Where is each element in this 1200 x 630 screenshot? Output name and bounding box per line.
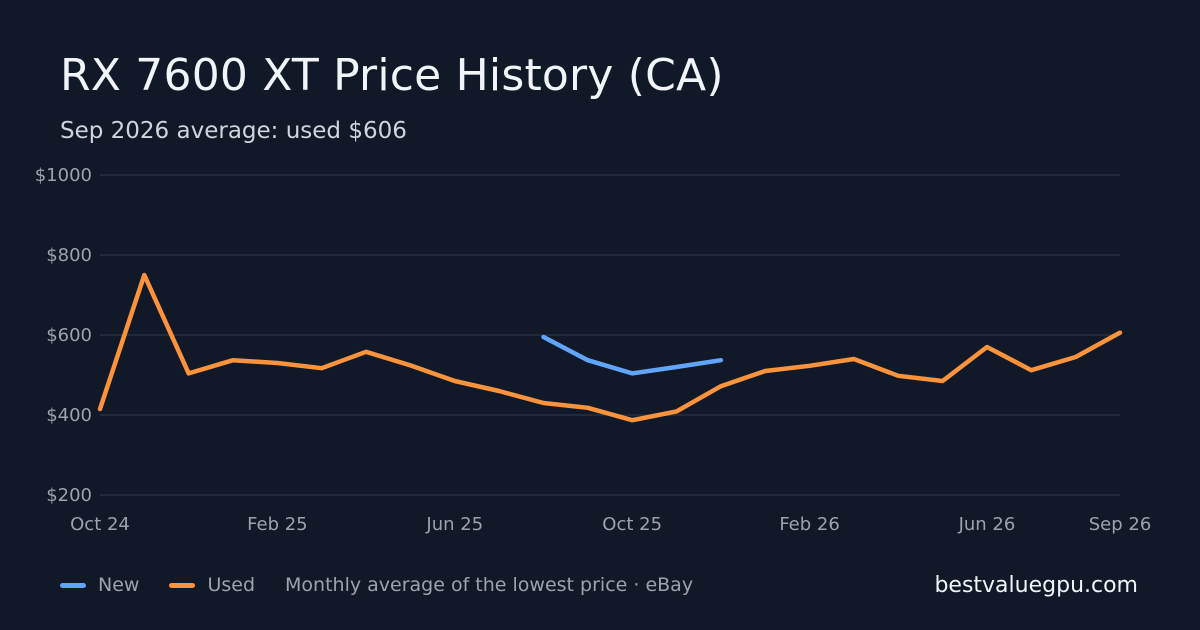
legend-label-used: Used (207, 574, 256, 596)
x-tick-label: Feb 26 (779, 514, 840, 535)
legend: New Used Monthly average of the lowest p… (60, 574, 693, 596)
legend-item-new[interactable]: New (60, 574, 139, 596)
x-tick-label: Feb 25 (247, 514, 308, 535)
legend-label-new: New (98, 574, 140, 596)
x-tick-label: Sep 26 (1089, 514, 1152, 535)
x-tick-label: Jun 26 (958, 514, 1016, 535)
chart-title: RX 7600 XT Price History (CA) (60, 50, 724, 101)
series-line-used (97, 272, 1123, 423)
series-line-new (541, 334, 724, 376)
y-tick-label: $800 (46, 245, 92, 266)
y-tick-label: $200 (46, 485, 92, 506)
legend-item-used[interactable]: Used (169, 574, 255, 596)
legend-swatch-new (60, 582, 86, 588)
legend-swatch-used (169, 582, 196, 588)
y-tick-label: $600 (46, 325, 92, 346)
brand-link[interactable]: bestvaluegpu.com (934, 573, 1138, 598)
x-tick-label: Oct 25 (602, 514, 662, 535)
x-tick-label: Jun 25 (425, 514, 483, 535)
source-note: Monthly average of the lowest price · eB… (285, 574, 694, 596)
chart-subtitle: Sep 2026 average: used $606 (60, 118, 407, 144)
y-tick-label: $400 (46, 405, 92, 426)
y-tick-label: $1000 (35, 165, 92, 186)
x-tick-label: Oct 24 (70, 514, 130, 535)
